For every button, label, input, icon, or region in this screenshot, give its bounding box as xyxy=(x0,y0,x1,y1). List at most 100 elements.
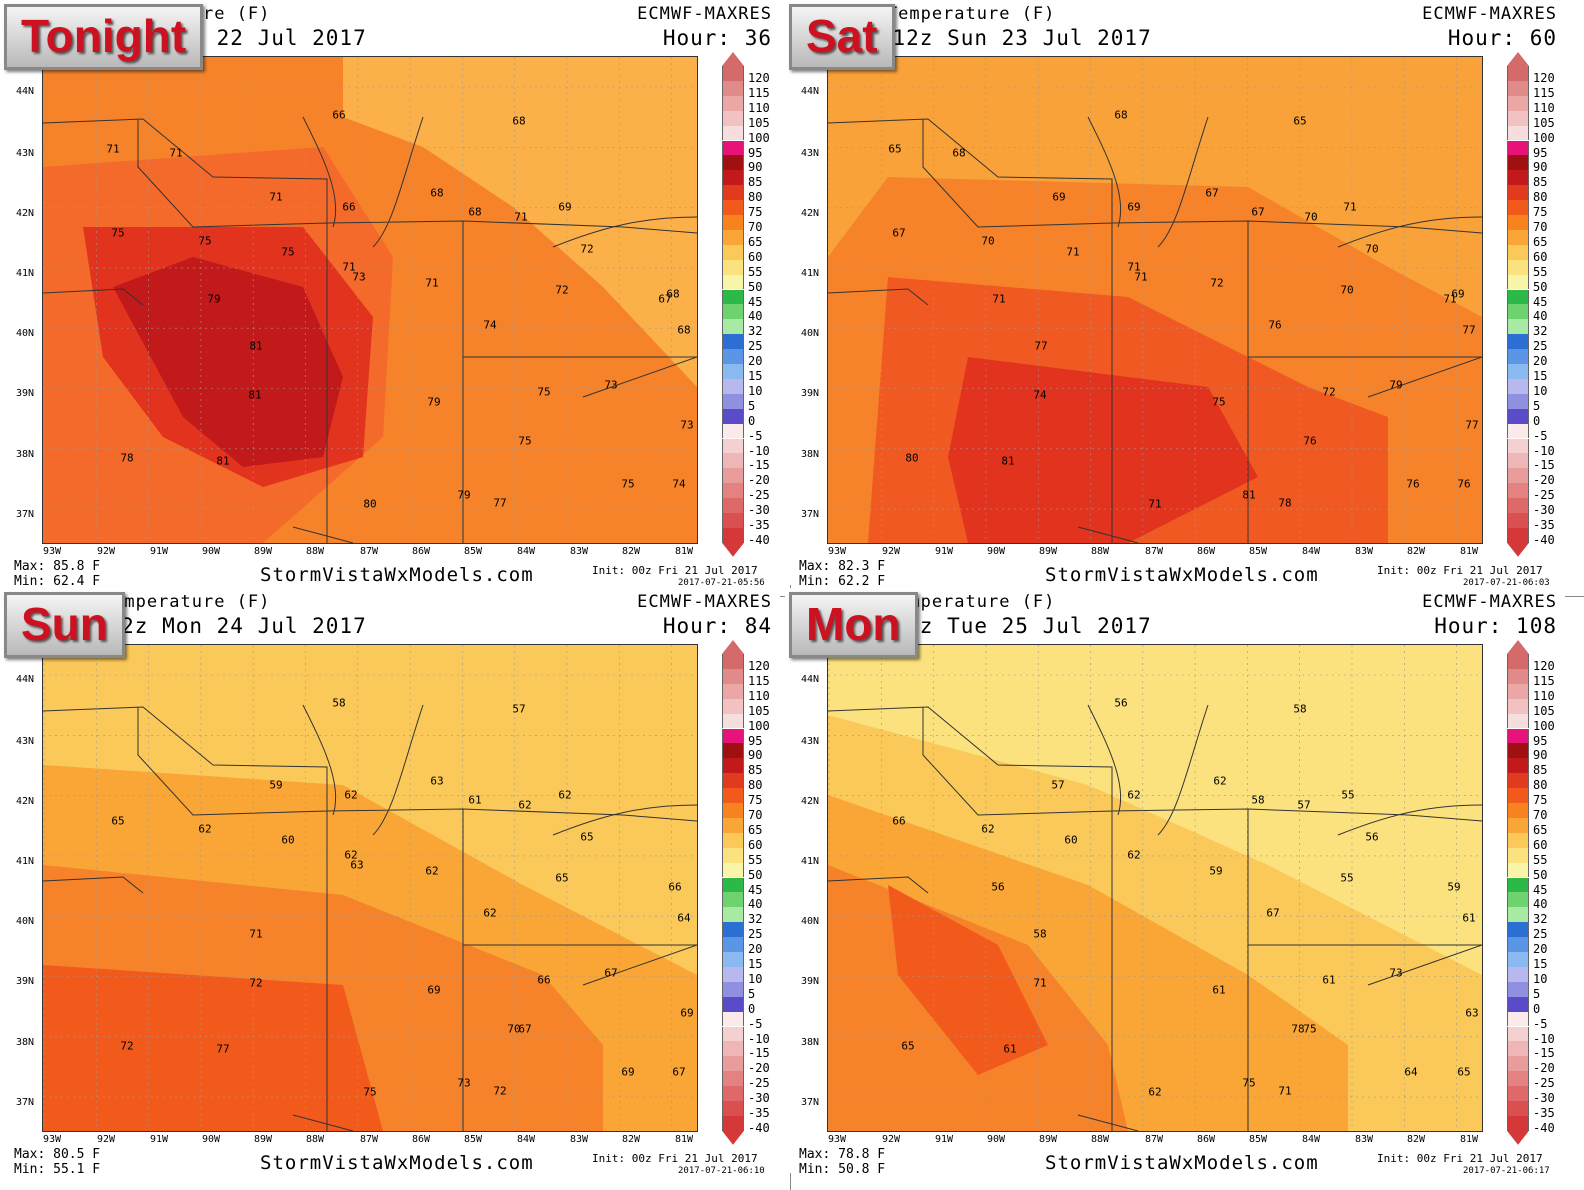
colorbar-segment xyxy=(1507,215,1529,230)
temperature-value: 66 xyxy=(668,880,682,894)
temperature-value: 62 xyxy=(1127,788,1141,802)
longitude-label: 88W xyxy=(1091,1134,1110,1145)
colorbar-segment xyxy=(1507,423,1529,439)
colorbar-segment xyxy=(722,668,744,684)
temperature-value: 63 xyxy=(430,774,444,788)
state-borders xyxy=(828,704,1482,1131)
colorbar-label: -25 xyxy=(748,1076,770,1091)
colorbar-segment xyxy=(1507,170,1529,186)
colorbar-label: 50 xyxy=(1533,867,1548,882)
temperature-value: 62 xyxy=(344,788,358,802)
colorbar-segment xyxy=(722,981,744,997)
temperature-value: 67 xyxy=(518,1022,532,1036)
colorbar-label: 25 xyxy=(748,927,763,942)
temperature-value: 63 xyxy=(1465,1006,1479,1020)
longitude-label: 91W xyxy=(935,1134,954,1145)
longitude-label: 81W xyxy=(1460,1134,1479,1145)
colorbar-label: 70 xyxy=(748,808,763,822)
colorbar-label: -25 xyxy=(1533,488,1555,503)
colorbar-segment xyxy=(1507,698,1529,714)
map-panel: 2 m Min Temperature (F)Valid: 12z Sat 22… xyxy=(0,0,780,589)
colorbar-segment xyxy=(1507,832,1529,848)
temperature-value: 62 xyxy=(198,822,212,836)
colorbar-segment xyxy=(722,1101,744,1116)
temperature-value: 78 xyxy=(120,451,134,465)
colorbar-label: 75 xyxy=(748,205,763,220)
temperature-value: 72 xyxy=(1210,276,1224,290)
render-timestamp: 2017-07-21-06:10 xyxy=(678,1166,765,1176)
colorbar-segment xyxy=(722,527,744,543)
colorbar-label: 65 xyxy=(748,234,763,249)
colorbar-label: -30 xyxy=(748,1091,770,1106)
site-credit: StormVistaWxModels.com xyxy=(1045,1152,1319,1174)
temperature-value: 65 xyxy=(1293,114,1307,128)
colorbar-label: 95 xyxy=(748,733,763,748)
max-value: Max: 80.5 F xyxy=(14,1147,101,1162)
latitude-label: 41N xyxy=(16,856,35,867)
colorbar-segment xyxy=(1507,937,1529,952)
colorbar-segment xyxy=(722,1086,744,1101)
temperature-value: 66 xyxy=(892,814,906,828)
temperature-value: 70 xyxy=(1340,283,1354,297)
temperature-value: 68 xyxy=(468,205,482,219)
latitude-label: 40N xyxy=(16,916,35,927)
colorbar-label: 60 xyxy=(1533,249,1548,264)
longitude-label: 88W xyxy=(306,1134,325,1145)
colorbar-label: 95 xyxy=(1533,733,1548,748)
longitude-label: 89W xyxy=(254,546,273,557)
colorbar-segment xyxy=(722,80,744,96)
colorbar-segment xyxy=(722,1041,744,1057)
temperature-band xyxy=(888,885,1048,1075)
colorbar-label: 20 xyxy=(748,354,763,369)
colorbar-label: 32 xyxy=(748,912,763,927)
temperature-value: 76 xyxy=(1303,434,1317,448)
temperature-value: 69 xyxy=(1481,1100,1482,1113)
colorbar-segment xyxy=(1507,319,1529,335)
colorbar-segment xyxy=(1507,952,1529,967)
colorbar-segment xyxy=(1507,453,1529,469)
colorbar-label: 110 xyxy=(1533,688,1555,703)
latitude-label: 43N xyxy=(16,736,35,747)
temperature-value: 67 xyxy=(1266,906,1280,920)
colorbar-label: 70 xyxy=(1533,808,1548,822)
colorbar-label: 15 xyxy=(748,369,763,383)
colorbar-segment xyxy=(1507,668,1529,684)
latitude-label: 42N xyxy=(801,208,820,219)
temperature-field xyxy=(43,57,697,543)
colorbar-label: 5 xyxy=(748,986,756,1001)
colorbar-segment xyxy=(1507,847,1529,863)
temperature-value: 69 xyxy=(427,983,441,997)
temperature-value: 73 xyxy=(352,270,366,284)
colorbar-segment xyxy=(1507,892,1529,908)
temperature-value: 77 xyxy=(1034,339,1048,353)
temperature-value: 69 xyxy=(621,1065,635,1079)
colorbar-segment xyxy=(722,95,744,111)
colorbar-segment xyxy=(1507,981,1529,997)
colorbar-segment xyxy=(722,200,744,215)
temperature-field xyxy=(828,57,1482,543)
site-credit: StormVistaWxModels.com xyxy=(1045,564,1319,586)
temperature-value: 65 xyxy=(1457,1065,1471,1079)
colorbar-label: 50 xyxy=(1533,279,1548,294)
temperature-value: 58 xyxy=(332,696,346,710)
temperature-value: 59 xyxy=(1447,880,1461,894)
temperature-value: 73 xyxy=(604,378,618,392)
temperature-value: 69 xyxy=(680,1006,694,1020)
colorbar-segment xyxy=(722,453,744,469)
colorbar-label: 10 xyxy=(748,383,763,398)
colorbar-label: -15 xyxy=(748,458,770,473)
temperature-value: 68 xyxy=(512,114,526,128)
min-value: Min: 62.2 F xyxy=(799,574,886,589)
temperature-value: 67 xyxy=(1205,186,1219,200)
colorbar-segment xyxy=(1507,743,1529,759)
temperature-band xyxy=(43,965,383,1131)
colorbar-label: 85 xyxy=(748,175,763,190)
temperature-value: 70 xyxy=(1304,210,1318,224)
longitude-label: 89W xyxy=(1039,1134,1058,1145)
latitude-label: 40N xyxy=(801,328,820,339)
temperature-value: 71 xyxy=(1443,292,1457,306)
colorbar-label: 95 xyxy=(748,145,763,160)
colorbar-label: 120 xyxy=(1533,71,1555,85)
colorbar-label: -40 xyxy=(748,532,770,547)
colorbar-label: 65 xyxy=(1533,822,1548,837)
